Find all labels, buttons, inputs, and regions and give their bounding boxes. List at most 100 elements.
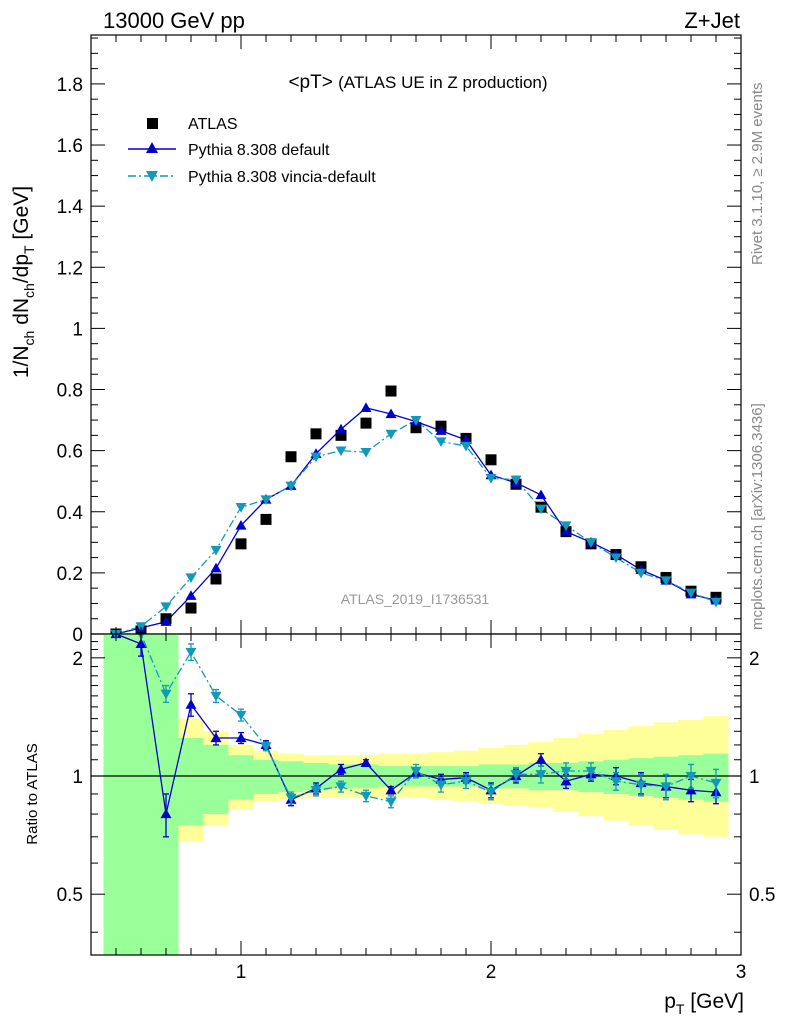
mcplots-reference-label: mcplots.cern.ch [arXiv:1306.3436] <box>749 403 766 630</box>
ratio-y-tick-label-right: 2 <box>749 649 760 670</box>
plot-title: <pT> (ATLAS UE in Z production) <box>288 72 547 93</box>
data-point-default <box>360 402 372 412</box>
ratio-point-vincia <box>635 780 647 791</box>
ratio-point-vincia <box>485 787 497 798</box>
data-point-default <box>160 616 172 626</box>
ratio-y-axis-label: Ratio to ATLAS <box>24 743 41 844</box>
ratio-point-vincia <box>185 647 197 658</box>
ratio-y-tick-label: 1 <box>72 767 83 788</box>
main-panel: 0 0.2 0.4 0.6 0.8 1 1.2 1.4 1.6 1.8 <pT> (ATLAS U… <box>10 34 742 646</box>
y-tick-label: 0.2 <box>57 564 83 585</box>
data-point-vincia <box>235 503 247 513</box>
y-tick-label: 1.8 <box>57 75 83 96</box>
data-point-vincia <box>485 474 497 484</box>
data-point-vincia <box>410 415 422 426</box>
ratio-point-vincia <box>335 782 347 793</box>
legend: ATLAS Pythia 8.308 default Pythia 8.308 … <box>128 116 376 186</box>
x-axis-label: pT [GeV] <box>664 990 744 1017</box>
ratio-point-vincia <box>310 786 322 796</box>
data-point-atlas <box>210 573 222 585</box>
data-point-default <box>535 489 547 500</box>
ratio-y-tick-label-right: 0.5 <box>749 885 775 906</box>
data-point-default <box>460 434 472 445</box>
data-point-vincia <box>385 429 397 440</box>
ratio-point-default <box>335 763 347 774</box>
title-main: <pT> <box>288 72 332 93</box>
data-point-vincia <box>610 553 622 564</box>
stat-uncertainty-band <box>178 737 204 826</box>
title-sub: (ATLAS UE in Z production) <box>338 73 547 92</box>
data-point-vincia <box>460 441 472 452</box>
ratio-panel: 0.5 0.5 1 1 2 2 1 2 3 Ratio to ATLAS pT [GeV] <box>24 633 775 1017</box>
y-axis-label: 1/Nch dNch/dpT [GeV] <box>10 186 37 378</box>
data-point-atlas <box>485 454 497 466</box>
stat-uncertainty-band <box>203 744 229 815</box>
energy-label: 13000 GeV pp <box>103 8 245 33</box>
legend-label-vincia: Pythia 8.308 vincia-default <box>188 169 376 186</box>
y-tick-label: 0.6 <box>57 442 83 463</box>
legend-marker-vincia <box>146 171 158 182</box>
data-point-atlas <box>260 513 272 525</box>
x-tick-label: 1 <box>236 962 247 983</box>
legend-label-atlas: ATLAS <box>188 116 238 133</box>
y-tick-label: 1.2 <box>57 258 83 279</box>
data-point-default <box>385 408 397 419</box>
data-point-vincia <box>510 475 522 486</box>
ratio-y-tick-label: 0.5 <box>57 885 83 906</box>
ratio-point-vincia <box>160 689 172 700</box>
data-point-atlas <box>410 422 422 434</box>
ratio-point-vincia <box>685 771 697 782</box>
stat-uncertainty-band <box>103 634 129 955</box>
ratio-point-default <box>385 784 397 795</box>
ratio-point-vincia <box>660 782 672 793</box>
ratio-point-vincia <box>710 778 722 789</box>
data-point-vincia <box>335 446 347 457</box>
stat-uncertainty-band <box>278 761 304 793</box>
data-point-atlas <box>335 429 347 441</box>
ratio-point-vincia <box>460 777 472 787</box>
data-point-default <box>235 520 247 530</box>
data-point-atlas <box>360 417 372 429</box>
data-point-default <box>185 590 197 600</box>
data-point-default <box>210 562 222 573</box>
y-tick-label: 1 <box>72 319 83 340</box>
ratio-point-vincia <box>510 770 522 780</box>
ratio-point-default <box>360 757 372 768</box>
y-tick-label: 1.4 <box>57 197 84 218</box>
data-point-atlas <box>185 602 197 614</box>
data-point-atlas <box>285 451 297 463</box>
ratio-point-vincia <box>260 742 272 752</box>
data-point-vincia <box>210 545 222 556</box>
data-point-vincia <box>710 597 722 608</box>
ratio-point-default <box>685 784 697 795</box>
data-point-vincia <box>260 495 272 506</box>
y-tick-label: 0 <box>72 625 83 646</box>
legend-marker-atlas <box>147 118 158 129</box>
rivet-version-label: Rivet 3.1.10, ≥ 2.9M events <box>749 83 766 266</box>
stat-uncertainty-band <box>128 634 154 955</box>
legend-marker-default <box>146 142 158 153</box>
ratio-point-default <box>135 638 147 649</box>
legend-label-default: Pythia 8.308 default <box>188 142 330 159</box>
ratio-point-default <box>560 775 572 786</box>
ratio-point-vincia <box>385 797 397 808</box>
data-point-vincia <box>585 538 597 548</box>
analysis-watermark: ATLAS_2019_I1736531 <box>341 591 490 607</box>
ratio-point-vincia <box>210 691 222 702</box>
ratio-point-default <box>210 732 222 743</box>
ratio-point-default <box>185 699 197 709</box>
data-point-vincia <box>685 588 697 599</box>
process-label: Z+Jet <box>684 8 740 33</box>
ratio-point-vincia <box>360 791 372 802</box>
y-tick-label: 0.8 <box>57 381 83 402</box>
ratio-point-vincia <box>560 766 572 777</box>
data-point-vincia <box>160 602 172 612</box>
data-point-vincia <box>435 437 447 447</box>
data-point-vincia <box>535 504 547 515</box>
ratio-point-vincia <box>285 793 297 804</box>
ratio-point-default <box>160 808 172 819</box>
ratio-point-vincia <box>610 777 622 787</box>
ratio-point-default <box>535 754 547 764</box>
ratio-y-tick-label: 2 <box>72 649 83 670</box>
